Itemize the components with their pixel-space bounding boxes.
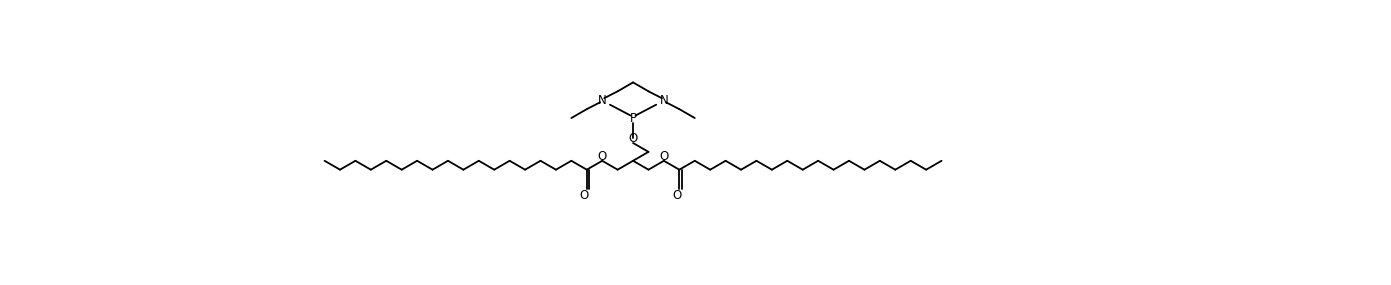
Text: P: P (630, 111, 637, 125)
Text: O: O (598, 150, 606, 163)
Text: O: O (629, 132, 637, 145)
Text: O: O (672, 188, 682, 201)
Text: N: N (598, 94, 606, 107)
Text: O: O (580, 188, 588, 201)
Text: N: N (659, 94, 668, 107)
Text: O: O (659, 150, 669, 163)
